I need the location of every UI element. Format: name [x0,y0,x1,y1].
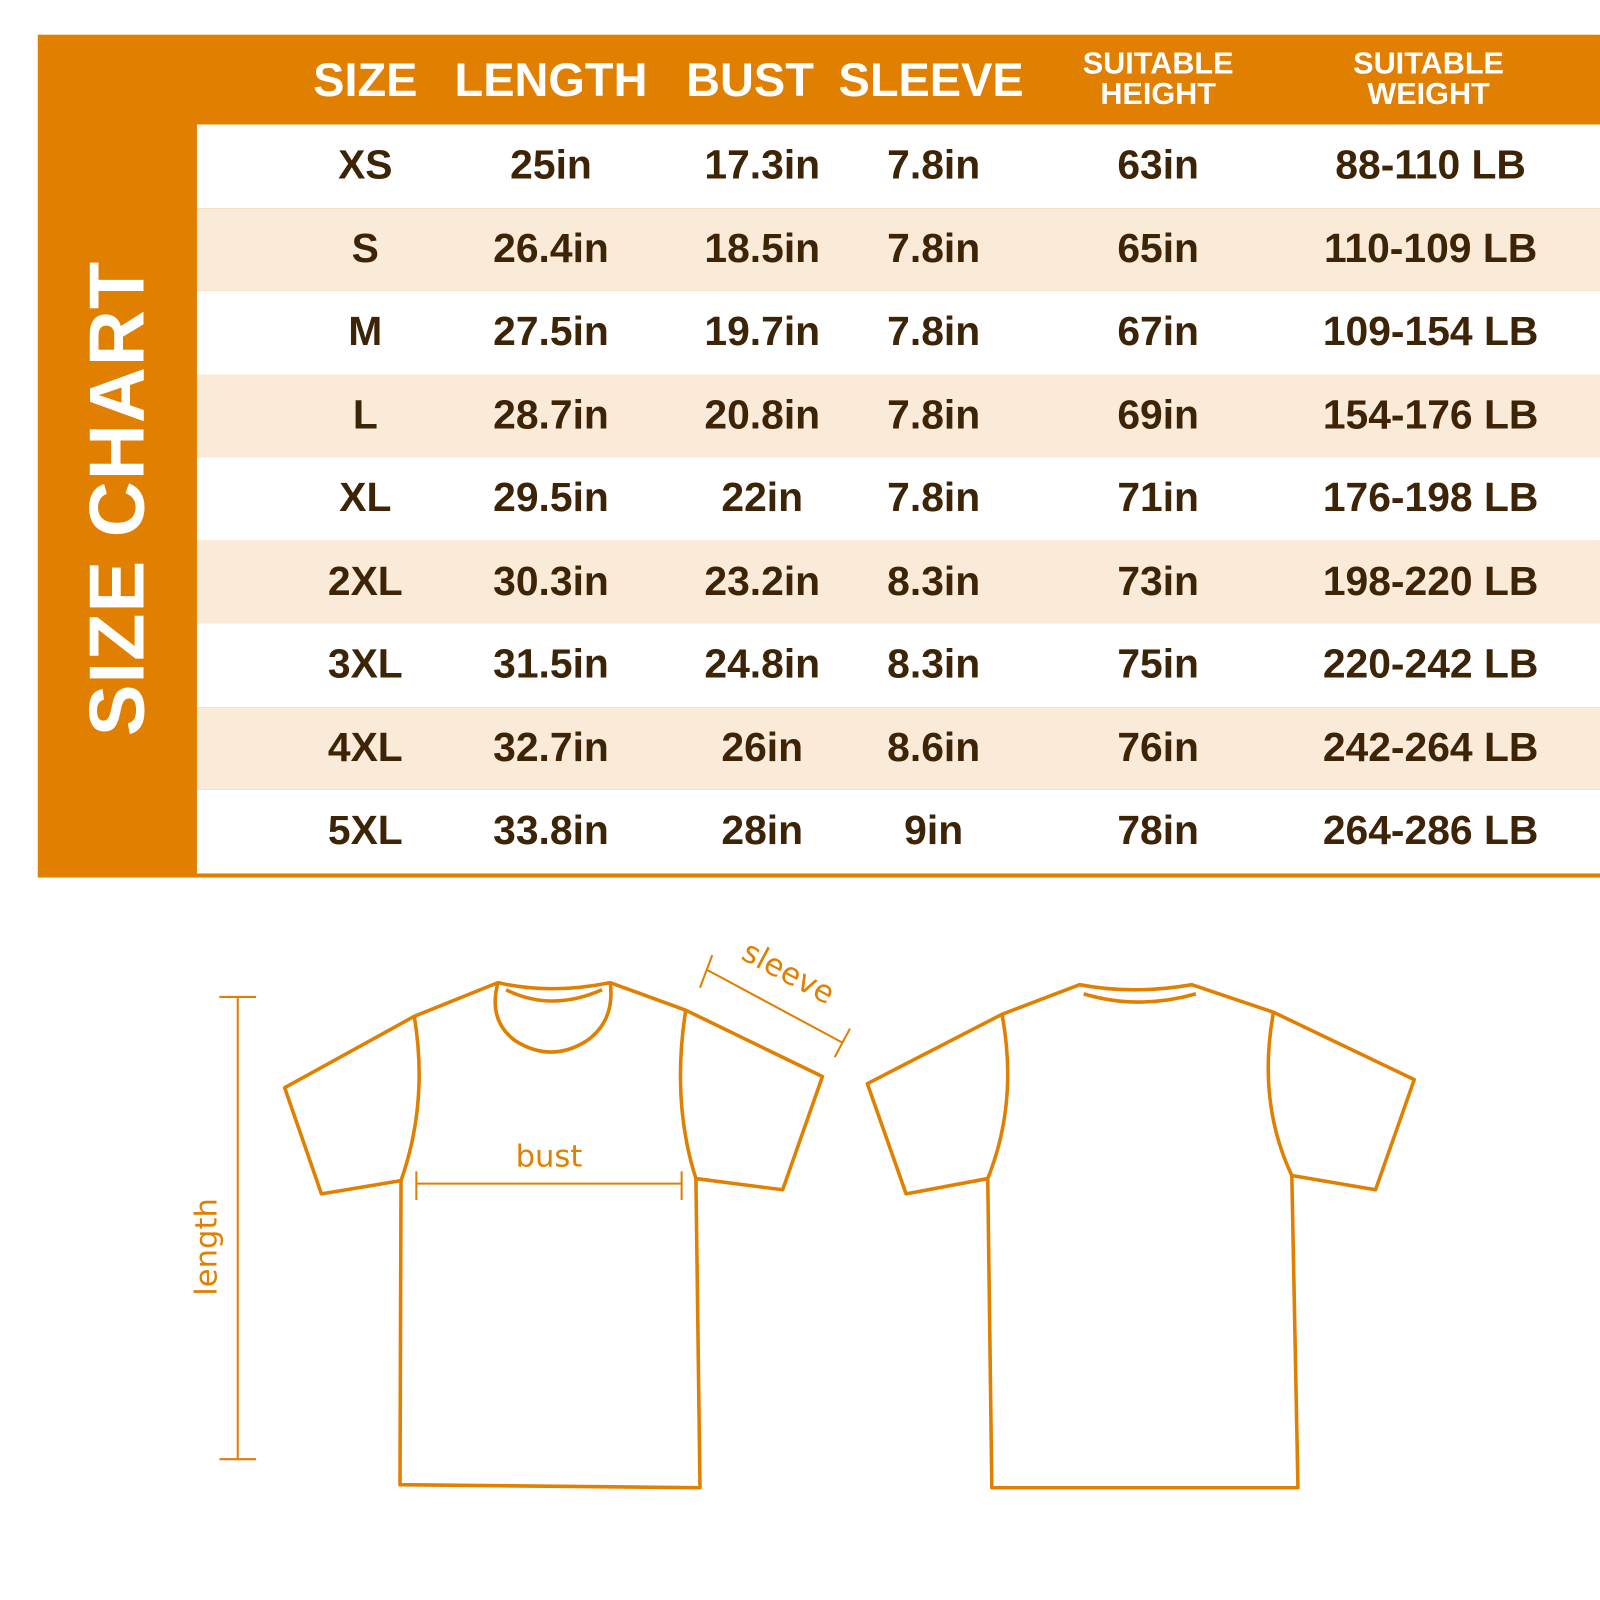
size-table: XS 25in 17.3in 7.8in 63in 88-110 LB S 26.4in 18.… [196,124,1600,873]
table-row: XS 25in 17.3in 7.8in 63in 88-110 LB [196,124,1600,208]
cell-bust: 18.5in [704,226,821,272]
cell-sleeve: 9in [904,808,964,854]
cell-weight: 242-264 LB [1322,725,1539,771]
cell-weight: 198-220 LB [1322,558,1539,604]
cell-bust: 26in [721,725,804,771]
cell-sleeve: 8.3in [887,558,981,604]
header-bust: BUST [686,53,814,107]
cell-sleeve: 7.8in [887,475,981,521]
cell-weight: 176-198 LB [1322,475,1539,521]
cell-bust: 28in [721,808,804,854]
bust-measure-line [415,1171,683,1200]
cell-sleeve: 7.8in [887,226,981,272]
cell-sleeve: 7.8in [887,309,981,355]
cell-height: 69in [1117,392,1199,438]
tshirt-back [865,982,1417,1490]
sleeve-measure-line [699,954,851,1058]
tshirt-front-collar [493,982,613,1054]
cell-size: 5XL [327,808,403,854]
header-weight: SUITABLE WEIGHT [1353,46,1504,112]
cell-height: 63in [1117,143,1199,189]
cell-length: 31.5in [493,642,609,687]
length-measure-line [219,995,257,1461]
cell-sleeve: 7.8in [887,143,981,189]
cell-height: 67in [1117,309,1199,355]
cell-sleeve: 8.6in [887,725,981,771]
cell-length: 27.5in [493,309,609,355]
cell-bust: 17.3in [704,143,821,189]
cell-length: 25in [510,143,592,189]
cell-bust: 23.2in [704,558,821,604]
cell-bust: 19.7in [704,309,821,355]
header-length: LENGTH [454,53,648,107]
table-row: M 27.5in 19.7in 7.8in 67in 109-154 LB [196,290,1600,374]
table-row: 5XL 33.8in 28in 9in 78in 264-286 LB [196,789,1600,873]
tshirt-front [282,980,825,1490]
cell-height: 71in [1117,475,1199,521]
table-row: 4XL 32.7in 26in 8.6in 76in 242-264 LB [196,706,1600,790]
cell-weight: 220-242 LB [1322,642,1539,687]
cell-length: 33.8in [493,808,609,854]
cell-length: 30.3in [493,558,609,604]
cell-height: 76in [1117,725,1199,771]
cell-size: 3XL [327,642,403,687]
bust-label: bust [516,1139,583,1174]
cell-weight: 110-109 LB [1323,226,1538,272]
cell-length: 29.5in [493,475,609,521]
header-size: SIZE [313,53,418,107]
cell-height: 78in [1117,808,1199,854]
table-row: 2XL 30.3in 23.2in 8.3in 73in 198-220 LB [196,540,1600,624]
table-row: XL 29.5in 22in 7.8in 71in 176-198 LB [196,457,1600,541]
cell-bust: 20.8in [704,392,821,438]
cell-length: 32.7in [493,725,609,771]
length-label: length [189,1198,224,1296]
cell-sleeve: 8.3in [887,642,981,687]
tshirt-back-seams [986,992,1294,1180]
header-sleeve: SLEEVE [838,53,1024,107]
cell-size: M [348,309,383,355]
cell-height: 65in [1117,226,1199,272]
table-row: S 26.4in 18.5in 7.8in 65in 110-109 LB [196,207,1600,291]
sleeve-label: sleeve [736,935,840,1012]
tshirt-front-seams [399,1009,698,1182]
cell-size: S [351,226,379,272]
cell-size: 4XL [327,725,403,771]
cell-height: 75in [1117,642,1199,687]
cell-length: 26.4in [493,226,609,272]
cell-sleeve: 7.8in [887,392,981,438]
cell-bust: 24.8in [704,642,821,687]
cell-length: 28.7in [493,392,609,438]
cell-weight: 154-176 LB [1322,392,1539,438]
cell-weight: 109-154 LB [1322,309,1539,355]
table-row: 3XL 31.5in 24.8in 8.3in 75in 220-242 LB [196,623,1600,707]
cell-weight: 264-286 LB [1322,808,1539,854]
cell-size: XL [339,475,392,521]
cell-bust: 22in [721,475,804,521]
header-height: SUITABLE HEIGHT [1082,46,1234,112]
cell-size: 2XL [327,558,403,604]
table-row: L 28.7in 20.8in 7.8in 69in 154-176 LB [196,373,1600,458]
cell-weight: 88-110 LB [1335,143,1526,189]
cell-height: 73in [1117,558,1199,604]
cell-size: L [352,392,378,438]
cell-size: XS [338,143,393,189]
